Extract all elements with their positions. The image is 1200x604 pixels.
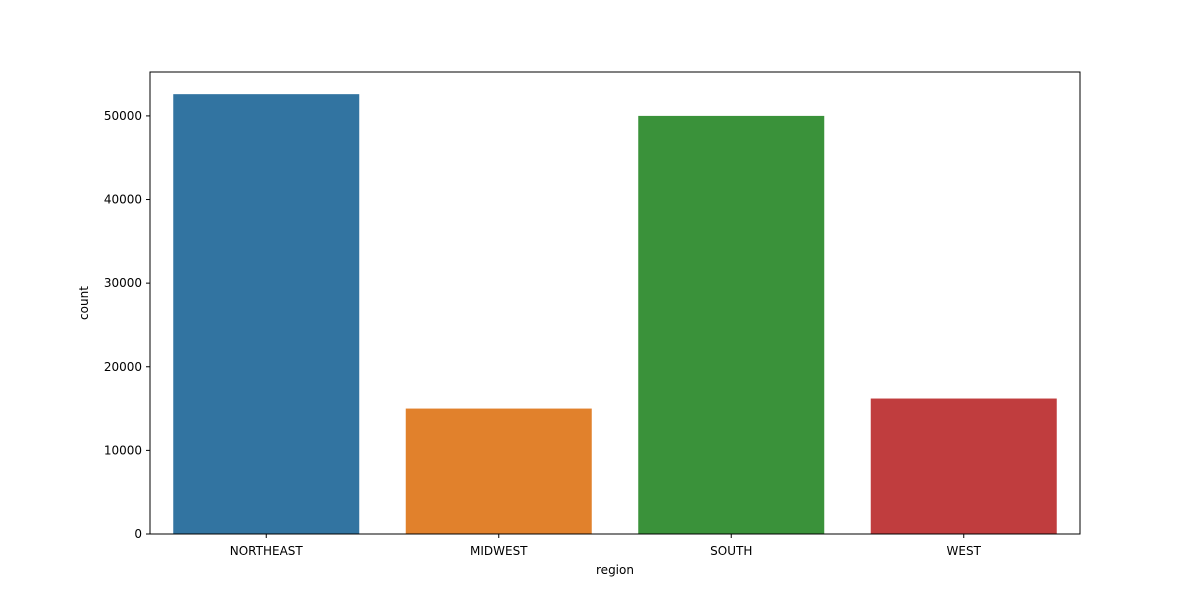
bar-midwest bbox=[405, 408, 592, 534]
y-tick-label: 20000 bbox=[104, 360, 142, 374]
y-tick-label: 50000 bbox=[104, 109, 142, 123]
y-axis: 0 10000 20000 30000 40000 50000 bbox=[104, 109, 150, 541]
y-tick-label: 0 bbox=[134, 527, 142, 541]
bars-layer bbox=[173, 94, 1057, 535]
x-tick-label: MIDWEST bbox=[470, 544, 528, 558]
bar-northeast bbox=[173, 94, 360, 535]
x-tick-label: WEST bbox=[947, 544, 982, 558]
bar-west bbox=[870, 398, 1057, 534]
x-axis: NORTHEAST MIDWEST SOUTH WEST bbox=[230, 534, 982, 558]
plot-frame bbox=[149, 71, 1081, 535]
y-axis-label: count bbox=[77, 286, 91, 320]
y-tick-label: 40000 bbox=[104, 193, 142, 207]
bar-south bbox=[638, 115, 825, 534]
y-tick-label: 30000 bbox=[104, 276, 142, 290]
y-tick-label: 10000 bbox=[104, 443, 142, 457]
x-tick-label: SOUTH bbox=[710, 544, 752, 558]
x-tick-label: NORTHEAST bbox=[230, 544, 304, 558]
x-axis-label: region bbox=[596, 563, 634, 577]
